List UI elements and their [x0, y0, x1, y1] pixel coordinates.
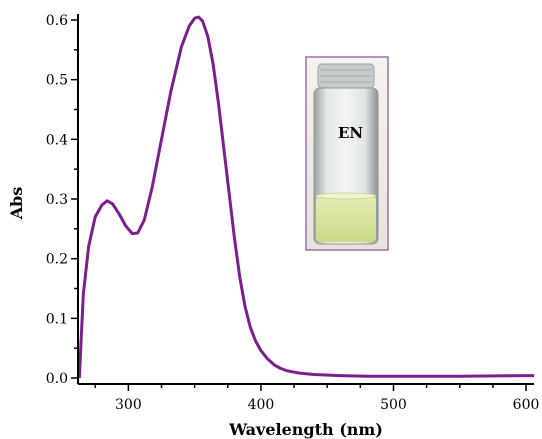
vial-liquid: [316, 196, 376, 242]
x-axis-ticks: 300 400 500 600: [94, 384, 540, 413]
vial-photo-inset: EN: [305, 56, 389, 251]
y-tick-label: 0.5: [46, 73, 68, 89]
x-axis-title: Wavelength (nm): [228, 420, 383, 439]
y-axis-title: Abs: [7, 187, 26, 221]
y-tick-label: 0.6: [46, 13, 68, 29]
y-tick-label: 0.0: [46, 371, 68, 387]
x-tick-label: 300: [115, 397, 142, 413]
series-line-absorbance: [77, 15, 535, 379]
y-tick-label: 0.1: [46, 311, 68, 327]
y-tick-label: 0.4: [46, 132, 68, 148]
x-tick-label: 600: [513, 397, 540, 413]
y-tick-label: 0.2: [46, 252, 68, 268]
y-axis-ticks: 0.0 0.1 0.2 0.3 0.4 0.5 0.6: [46, 13, 78, 387]
inset-label: EN: [338, 124, 363, 142]
y-tick-label: 0.3: [46, 192, 68, 208]
x-tick-label: 500: [380, 397, 407, 413]
x-tick-label: 400: [248, 397, 275, 413]
